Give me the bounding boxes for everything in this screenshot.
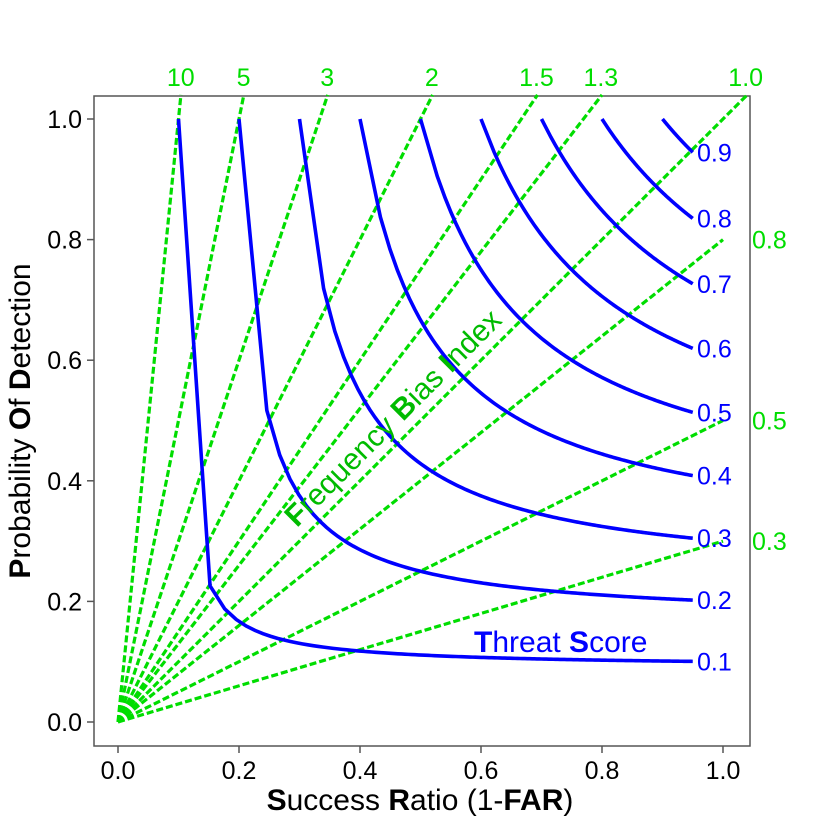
ts-label-0-8: 0.8 [697,205,732,233]
plot-frame [93,95,751,747]
y-tick-label-0-6: 0.6 [47,347,82,375]
x-tick-label-0-4: 0.4 [343,757,378,785]
bias-label-5: 5 [237,64,251,92]
bias-line-1-3 [116,93,604,723]
ts-curve-0-5 [418,118,694,415]
bias-label-0-8: 0.8 [752,227,787,255]
bias-label-0-5: 0.5 [752,408,787,436]
ts-label-0-9: 0.9 [697,139,732,167]
axis-ticks: 0.0 0.2 0.4 0.6 0.8 1.0 0.0 0.2 0.4 0.6 0.8 1.0 [47,106,740,785]
bias-label-1-3: 1.3 [583,64,618,92]
threat-score-curves [176,117,695,664]
x-tick-label-1-0: 1.0 [706,757,741,785]
bias-line-0-5 [117,419,724,724]
ts-label-0-4: 0.4 [697,463,732,491]
bias-line-5 [116,94,246,723]
bias-line-0-3 [117,539,724,724]
bias-line-1-5 [116,93,539,723]
x-axis-title: Success Ratio (1-FAR) [267,784,574,817]
y-tick-label-0-4: 0.4 [47,468,82,496]
ts-curve-0-4 [358,118,694,478]
bias-line-1-0 [116,93,749,724]
ts-label-0-2: 0.2 [697,587,732,615]
y-tick-label-1-0: 1.0 [47,106,82,134]
ts-label-0-1: 0.1 [697,648,732,676]
bias-line-3 [116,94,330,723]
x-tick-label-0-8: 0.8 [585,757,620,785]
ts-curve-0-7 [539,118,694,286]
ts-curve-0-3 [297,118,693,540]
bias-label-0-3: 0.3 [752,528,787,556]
ts-curve-0-2 [237,118,693,602]
y-tick-label-0-0: 0.0 [47,709,82,737]
bias-line-2 [116,94,435,723]
ts-label-0-5: 0.5 [697,399,732,427]
ts-curve-0-1 [176,118,693,664]
ts-curve-0-8 [600,118,694,220]
bias-label-1-0: 1.0 [728,64,763,92]
threat-score-labels: 0.1 0.2 0.3 0.4 0.5 0.6 0.7 0.8 0.9 [697,139,732,676]
bias-label-2: 2 [425,64,439,92]
y-tick-label-0-2: 0.2 [47,588,82,616]
ts-curve-0-9 [661,117,695,154]
ts-curve-0-6 [479,118,694,351]
bias-line-10 [116,94,183,723]
bias-line-0-8 [117,238,724,724]
bias-label-1-5: 1.5 [519,64,554,92]
frequency-bias-lines [116,93,749,724]
x-tick-label-0-6: 0.6 [464,757,499,785]
ts-label-0-7: 0.7 [697,271,732,299]
y-axis-title: Probability Of Detection [4,263,37,578]
y-tick-label-0-8: 0.8 [47,227,82,255]
frequency-bias-labels: 10 5 3 2 1.5 1.3 1.0 0.8 0.5 0.3 [167,64,787,556]
frequency-bias-annotation: Frequency Bias Index [278,303,508,533]
bias-label-3: 3 [320,64,334,92]
ts-label-0-3: 0.3 [697,525,732,553]
x-tick-label-0-2: 0.2 [222,757,257,785]
ts-label-0-6: 0.6 [697,335,732,363]
threat-score-annotation: Threat Score [474,626,647,659]
bias-label-10: 10 [167,64,195,92]
x-tick-label-0-0: 0.0 [101,757,136,785]
